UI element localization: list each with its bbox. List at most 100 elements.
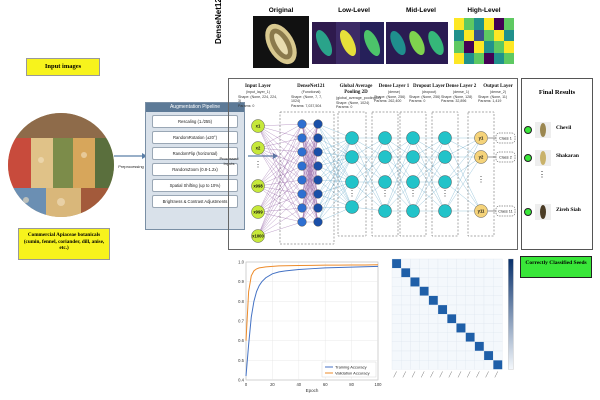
matrix-cell bbox=[447, 304, 457, 315]
matrix-cell bbox=[401, 286, 411, 296]
x-tick-mark bbox=[420, 371, 425, 378]
dense1-node bbox=[378, 175, 392, 189]
densenet-node bbox=[297, 203, 307, 213]
layer-params: Params: 0 bbox=[409, 99, 426, 103]
x-tick-label: 40 bbox=[296, 382, 301, 387]
matrix-cell bbox=[493, 314, 503, 324]
layer-box bbox=[431, 111, 459, 237]
dense1-node bbox=[378, 204, 392, 218]
layer-box bbox=[467, 111, 495, 237]
layer-header: Dense Layer 1 (dense) Shape: (None, 256) Pa… bbox=[374, 84, 414, 104]
matrix-cell bbox=[391, 295, 402, 306]
matrix-cell bbox=[465, 360, 475, 370]
densenet-node bbox=[297, 133, 307, 143]
densenet-node bbox=[297, 189, 307, 199]
connection-line bbox=[257, 137, 303, 237]
matrix-cell bbox=[447, 258, 457, 269]
matrix-cell bbox=[419, 341, 429, 352]
layer-params: Params: 0 bbox=[336, 105, 353, 109]
dense2-node bbox=[438, 175, 452, 189]
connection-line bbox=[444, 137, 482, 158]
matrix-cell bbox=[483, 332, 494, 342]
confusion-matrix bbox=[391, 258, 514, 378]
matrix-cell bbox=[391, 323, 402, 333]
aug-step: RandomZoom (0.8-1.2x) bbox=[152, 163, 238, 176]
layer-shape: Shape: (None, 11) bbox=[478, 94, 508, 99]
matrix-cell bbox=[401, 258, 411, 269]
ellipsis-icon: ⋮ bbox=[348, 189, 356, 198]
accuracy-chart: 0.4 0.5 0.6 0.7 0.8 0.9 1.0 0 20 40 60 80 100 Epoch Tr… bbox=[238, 260, 382, 394]
connection-line bbox=[317, 137, 353, 167]
matrix-diagonal-cell bbox=[410, 277, 420, 287]
connection-line bbox=[412, 137, 446, 183]
ellipsis-icon: ⋮ bbox=[477, 175, 485, 184]
connection-line bbox=[257, 123, 303, 237]
matrix-cell bbox=[401, 295, 411, 306]
matrix-cell bbox=[437, 350, 448, 361]
ellipsis-icon: ⋮ bbox=[441, 189, 449, 198]
ellipsis-icon: ⋮ bbox=[409, 189, 417, 198]
matrix-cell bbox=[456, 286, 466, 296]
dropout-node bbox=[406, 150, 420, 164]
matrix-cell bbox=[410, 314, 420, 324]
connection-line bbox=[351, 156, 386, 183]
x-tick-mark bbox=[494, 371, 499, 378]
connection-line bbox=[317, 137, 353, 209]
connection-line bbox=[317, 151, 353, 183]
densenet-node bbox=[313, 147, 323, 157]
matrix-cell bbox=[493, 323, 503, 333]
matrix-cell bbox=[456, 332, 466, 342]
input-node bbox=[251, 119, 265, 133]
input-node-label: x2 bbox=[256, 146, 261, 151]
input-images-label: Input images bbox=[26, 58, 100, 76]
matrix-cell bbox=[474, 258, 485, 269]
matrix-cell bbox=[447, 295, 457, 306]
matrix-cell bbox=[456, 277, 466, 287]
connection-line bbox=[351, 137, 386, 183]
connection-line bbox=[351, 137, 386, 212]
high-level-feature-map bbox=[454, 18, 514, 64]
layer-title: Output Layer bbox=[483, 84, 513, 89]
gap-node bbox=[345, 175, 359, 189]
matrix-cell bbox=[419, 277, 429, 287]
matrix-cell bbox=[410, 304, 420, 315]
layer-box bbox=[371, 111, 399, 237]
connection-line bbox=[257, 165, 303, 237]
matrix-cell bbox=[493, 258, 503, 269]
densenet-node bbox=[313, 203, 323, 213]
matrix-cell bbox=[437, 341, 448, 352]
matrix-cell bbox=[465, 295, 475, 306]
input-caption: Commercial Apiaceae botanicals (cumin, f… bbox=[18, 228, 110, 260]
gap-node bbox=[345, 131, 359, 145]
matrix-cell bbox=[465, 314, 475, 324]
y-tick-label: 0.6 bbox=[238, 338, 244, 343]
connection-line bbox=[384, 137, 414, 212]
preprocessing-label: Preprocessing bbox=[118, 164, 144, 169]
matrix-cell bbox=[465, 268, 475, 278]
input-node-label: x1 bbox=[256, 124, 261, 129]
matrix-cell bbox=[465, 258, 475, 269]
connection-line bbox=[351, 156, 386, 212]
densenet-vertical-label: DenseNet121 bbox=[214, 0, 223, 44]
matrix-cell bbox=[437, 332, 448, 342]
input-node-label: x1000 bbox=[252, 234, 264, 239]
layer-name: (dense_2) bbox=[489, 90, 507, 94]
output-node-label: y11 bbox=[478, 209, 485, 214]
matrix-cell bbox=[437, 286, 448, 296]
connection-line bbox=[351, 156, 386, 208]
final-result-label: Chevil bbox=[556, 125, 572, 131]
densenet-node bbox=[313, 161, 323, 171]
input-node-label: x998 bbox=[253, 184, 263, 189]
preprocessing-arrow bbox=[114, 153, 147, 159]
connection-line bbox=[317, 156, 353, 181]
connection-line bbox=[412, 137, 446, 212]
final-result-label: Zireh Siah bbox=[556, 207, 581, 213]
gap-node bbox=[345, 200, 359, 214]
connection-line bbox=[412, 156, 446, 183]
colorbar bbox=[508, 258, 514, 370]
level-title-mid: Mid-Level bbox=[406, 7, 436, 14]
connection-line bbox=[384, 181, 414, 212]
output-node-label: y2 bbox=[479, 155, 484, 160]
y-tick-label: 1.0 bbox=[238, 260, 244, 265]
layer-header: Input Layer (input_layer_1) Shape: (None, … bbox=[238, 84, 278, 108]
